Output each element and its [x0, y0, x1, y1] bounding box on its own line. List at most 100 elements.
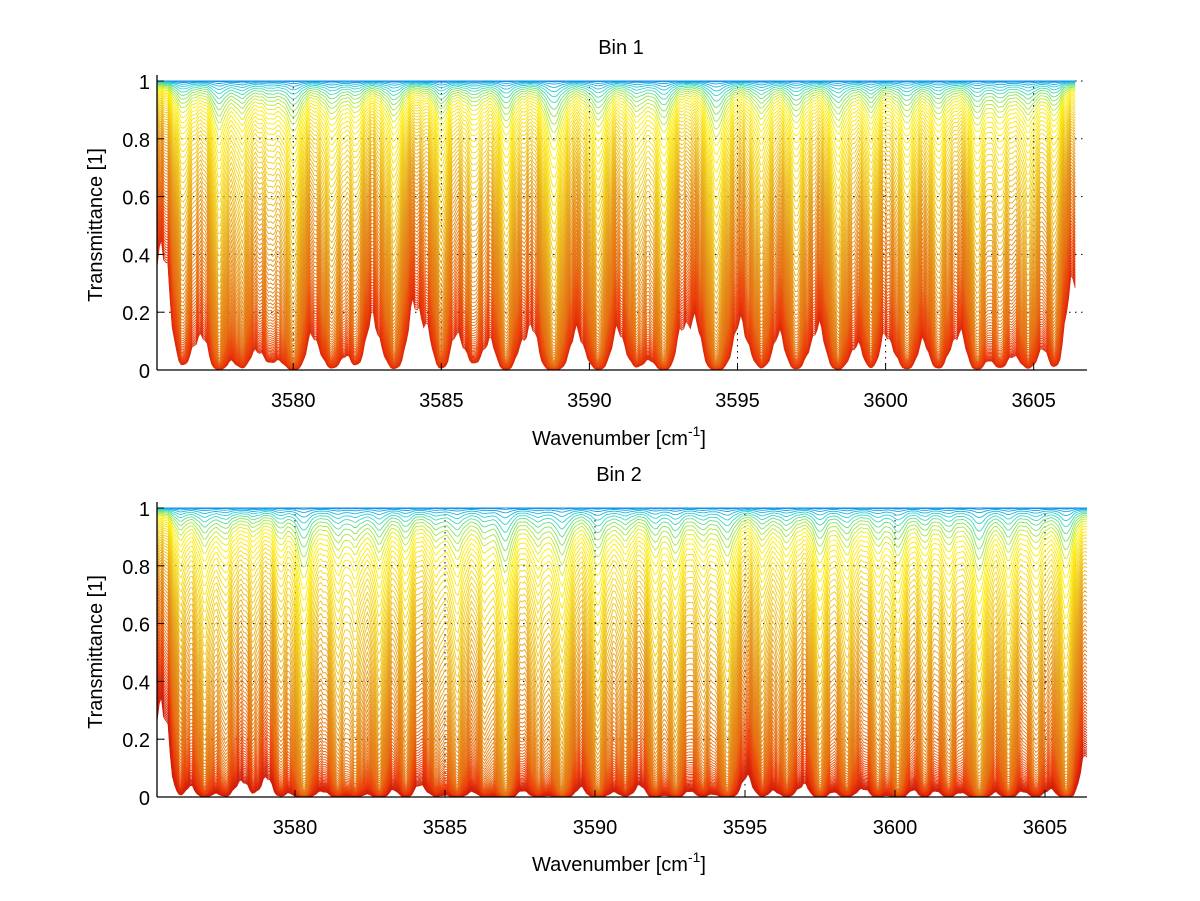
x-tick-label: 3600	[873, 817, 918, 839]
transmittance-series	[157, 80, 1076, 83]
transmittance-series	[156, 564, 1088, 777]
transmittance-series	[156, 524, 1088, 657]
transmittance-series	[156, 614, 1088, 797]
transmittance-series	[156, 608, 1088, 796]
transmittance-series	[156, 88, 1076, 151]
x-tick-label: 3585	[419, 390, 464, 412]
transmittance-series	[156, 126, 1076, 322]
y-tick-label: 0	[139, 361, 150, 383]
subplot-title: Bin 2	[596, 464, 642, 486]
transmittance-series	[156, 513, 1088, 574]
transmittance-series	[156, 558, 1088, 770]
transmittance-series	[156, 130, 1076, 331]
transmittance-series	[156, 605, 1088, 796]
transmittance-series	[156, 115, 1076, 295]
y-tick-label: 1	[139, 72, 150, 94]
transmittance-series	[156, 548, 1088, 752]
transmittance-series	[156, 214, 1076, 370]
transmittance-series	[156, 84, 1076, 117]
transmittance-series	[156, 584, 1088, 791]
transmittance-series	[156, 83, 1076, 110]
transmittance-series	[156, 161, 1076, 362]
transmittance-series	[156, 123, 1076, 317]
transmittance-series	[156, 509, 1088, 533]
transmittance-series	[156, 82, 1076, 104]
transmittance-series	[156, 596, 1088, 794]
transmittance-series	[156, 144, 1076, 349]
transmittance-series	[156, 590, 1088, 793]
y-tick-label: 0.4	[122, 672, 150, 694]
y-tick-labels: 0 0.2 0.4 0.6 0.8 1	[122, 72, 150, 383]
transmittance-curves	[156, 80, 1076, 371]
transmittance-series	[156, 207, 1076, 370]
transmittance-series	[156, 541, 1088, 733]
transmittance-series	[156, 508, 1088, 519]
transmittance-series	[156, 184, 1076, 368]
transmittance-series	[156, 602, 1088, 795]
transmittance-series	[156, 217, 1076, 371]
transmittance-series	[156, 91, 1076, 179]
transmittance-series	[156, 239, 1076, 371]
transmittance-series	[156, 81, 1076, 88]
y-tick-label: 0	[139, 788, 150, 810]
transmittance-series	[156, 511, 1088, 552]
subplot-title: Bin 1	[598, 37, 644, 59]
x-tick-label: 3580	[273, 817, 318, 839]
transmittance-series	[156, 587, 1088, 792]
y-axis-label: Transmittance [1]	[85, 575, 107, 729]
y-tick-label: 0.2	[122, 730, 150, 752]
transmittance-series	[156, 532, 1088, 699]
transmittance-series	[156, 550, 1088, 757]
transmittance-series	[156, 156, 1076, 359]
axes	[156, 75, 1087, 371]
transmittance-series	[156, 522, 1088, 645]
transmittance-series	[156, 528, 1088, 679]
transmittance-series	[156, 561, 1088, 774]
transmittance-series	[156, 507, 1088, 514]
x-tick-label: 3585	[423, 817, 468, 839]
transmittance-series	[156, 111, 1076, 282]
transmittance-series	[156, 81, 1076, 93]
transmittance-series	[156, 538, 1088, 725]
transmittance-series	[156, 164, 1076, 363]
transmittance-series	[156, 152, 1076, 356]
transmittance-series	[157, 507, 1087, 510]
transmittance-series	[156, 510, 1088, 542]
transmittance-series	[156, 197, 1076, 369]
transmittance-series	[156, 154, 1076, 357]
y-tick-label: 0.6	[122, 615, 150, 637]
transmittance-series	[156, 99, 1076, 225]
subplot-bin-2: Bin 2 3580 3585 3590 3595 3600 3605 0 0.2 0.4 0.…	[85, 464, 1088, 876]
transmittance-series	[156, 117, 1076, 301]
transmittance-series	[156, 598, 1088, 795]
transmittance-series	[156, 87, 1076, 142]
transmittance-series	[156, 107, 1076, 267]
transmittance-series	[156, 556, 1088, 766]
y-tick-label: 0.8	[122, 557, 150, 579]
transmittance-series	[156, 85, 1076, 125]
transmittance-series	[156, 142, 1076, 347]
transmittance-series	[156, 229, 1076, 371]
transmittance-series	[156, 199, 1076, 370]
transmittance-series	[156, 222, 1076, 371]
transmittance-series	[156, 121, 1076, 312]
transmittance-series	[156, 581, 1088, 790]
transmittance-series	[156, 232, 1076, 371]
x-axis-label: Wavenumber [cm-1]	[532, 423, 706, 450]
transmittance-series	[156, 90, 1076, 169]
subplot-bin-1: Bin 1 3580 3585 3590 3595 3600 3605 0 0.2 0.4 0.…	[85, 37, 1087, 450]
x-tick-label: 3605	[1011, 390, 1056, 412]
transmittance-series	[156, 167, 1076, 364]
x-tick-label: 3580	[271, 390, 316, 412]
transmittance-series	[156, 169, 1076, 365]
transmittance-series	[156, 194, 1076, 369]
transmittance-series	[156, 189, 1076, 369]
transmittance-series	[156, 139, 1076, 344]
y-tick-label: 0.2	[122, 303, 150, 325]
transmittance-series	[156, 234, 1076, 371]
transmittance-series	[156, 147, 1076, 352]
x-tick-label: 3590	[573, 817, 618, 839]
x-tick-label: 3590	[567, 390, 612, 412]
transmittance-series	[156, 569, 1088, 783]
